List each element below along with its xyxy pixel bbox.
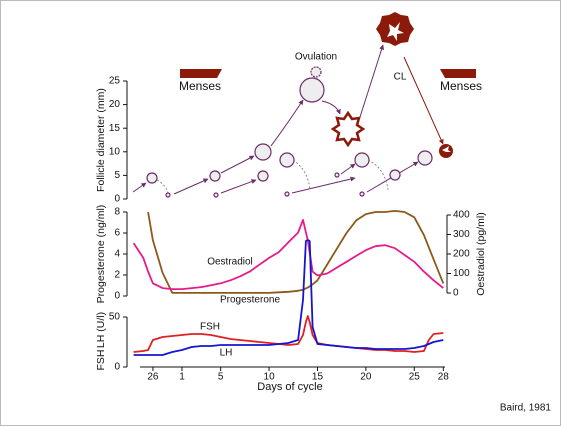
source: Baird, 1981 [500,403,552,414]
follicle [209,170,221,182]
follicle [354,152,370,168]
y-tick-label: 6 [114,228,120,239]
arrow [291,176,356,194]
series-label: LH [220,348,233,359]
atresia-arrow [367,159,389,191]
corpus-albicans-core [442,146,451,152]
arrow [340,163,356,175]
y-tick-label: 25 [109,76,121,87]
follicle [254,143,272,161]
y-tick-label: 10 [109,146,121,157]
x-axis-title: Days of cycle [257,381,322,393]
annotation: CL [394,72,407,83]
arrow [270,99,304,147]
series-line [133,315,444,353]
x-tick-label: 25 [409,372,421,383]
y-tick-label: 0 [114,291,120,302]
axis-title: Oestradiol (pg/ml) [475,212,487,295]
y-tick-label: 0 [114,194,120,205]
y2-tick-label: 400 [453,210,470,221]
x-tick-label: 20 [360,372,372,383]
x-tick-label: 5 [218,372,224,383]
atresia-arrow [156,179,169,194]
annotation: Menses [440,79,482,93]
follicle [417,150,433,166]
follicle [165,192,171,198]
series-line [133,239,444,356]
menses-bar [440,69,476,78]
arrow [359,44,385,118]
follicle-diagram [132,12,476,198]
follicle [146,172,158,184]
axis-title: Progesterone (ng/ml) [95,205,107,304]
annotation: Menses [179,79,221,93]
follicle [389,169,401,181]
oocyte [310,66,322,78]
series-line [132,219,444,290]
follicle [257,170,269,182]
y-tick-label: 20 [109,99,121,110]
series-label: FSH [200,322,220,333]
y2-tick-label: 200 [453,249,470,260]
follicle [284,191,290,197]
arrow [321,100,341,115]
x-tick-label: 10 [264,372,276,383]
x-tick-label: 28 [438,372,450,383]
follicle [279,152,295,168]
y-tick-label: 2 [114,270,120,281]
ruptured-follicle [330,110,366,148]
series-label: Oestradiol [207,257,253,268]
arrow [132,182,147,193]
follicle [359,191,365,197]
annotation: Ovulation [295,52,337,63]
atresia-arrow [292,159,311,191]
menses-bar [180,69,222,78]
axis-title: LH (U/l) [95,312,107,348]
follicle [299,77,325,103]
x-tick-label: 15 [312,372,324,383]
series-line [147,210,445,294]
y-tick-label: 15 [109,123,121,134]
y2-tick-label: 0 [453,288,459,299]
axis-title: Follicle diameter (mm) [95,88,107,192]
y2-tick-label: 300 [453,229,470,240]
y-tick-label: 8 [114,207,120,218]
y-tick-label: 5 [114,170,120,181]
arrow [173,178,209,195]
axis-title: FSH [95,350,107,371]
series-label: Progesterone [220,295,280,306]
y-tick-label: 50 [109,312,121,323]
corpus-luteum-core [387,22,404,41]
y-tick-label: 4 [114,249,120,260]
follicle [213,192,219,198]
y-tick-label: 0 [114,362,120,373]
y2-tick-label: 100 [453,268,470,279]
arrow [220,155,255,174]
arrow [220,179,257,194]
arrow [403,56,444,145]
x-tick-label: 26 [147,372,159,383]
x-tick-label: 1 [179,372,185,383]
follicle [334,172,340,178]
